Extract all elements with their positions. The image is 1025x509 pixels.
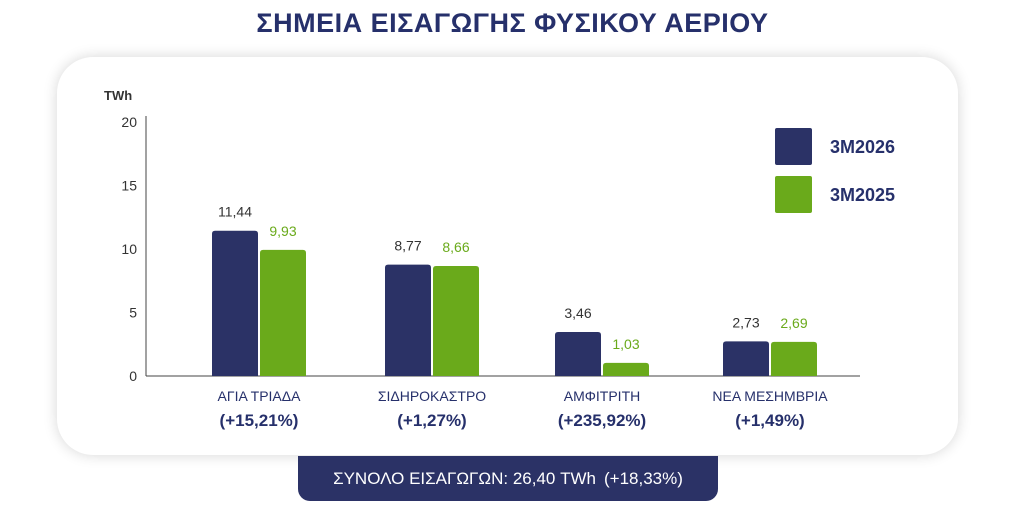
data-label: 2,73	[732, 314, 759, 330]
x-category-change: (+1,49%)	[735, 411, 804, 430]
legend-swatch-3m2026	[775, 128, 812, 165]
bar-3m2026	[555, 332, 601, 376]
total-imports-banner: ΣΥΝΟΛΟ ΕΙΣΑΓΩΓΩΝ: 26,40 TWh (+18,33%)	[298, 456, 718, 501]
bar-3m2026	[212, 230, 258, 376]
x-category-label: ΑΜΦΙΤΡΙΤΗ	[564, 388, 641, 404]
bar-3m2025	[433, 266, 479, 376]
legend-label: 3M2026	[830, 137, 895, 157]
y-tick-label: 0	[129, 368, 137, 384]
data-label: 11,44	[218, 204, 252, 220]
x-category-label: ΑΓΙΑ ΤΡΙΑΔΑ	[218, 388, 302, 404]
data-label: 9,93	[269, 223, 296, 239]
bar-3m2026	[385, 264, 431, 376]
x-category-label: ΣΙΔΗΡΟΚΑΣΤΡΟ	[378, 388, 486, 404]
chart-title: ΣΗΜΕΙΑ ΕΙΣΑΓΩΓΗΣ ΦΥΣΙΚΟΥ ΑΕΡΙΟΥ	[256, 8, 769, 38]
total-imports-label: ΣΥΝΟΛΟ ΕΙΣΑΓΩΓΩΝ: 26,40 TWh	[333, 468, 596, 488]
x-category-change: (+1,27%)	[397, 411, 466, 430]
x-category-change: (+15,21%)	[220, 411, 299, 430]
data-label: 2,69	[780, 315, 807, 331]
bar-3m2025	[771, 341, 817, 376]
total-imports-change: (+18,33%)	[604, 468, 683, 488]
data-label: 8,77	[394, 238, 421, 254]
y-tick-label: 5	[129, 305, 137, 321]
data-label: 3,46	[564, 305, 591, 321]
legend-label: 3M2025	[830, 185, 895, 205]
bar-3m2026	[723, 341, 769, 376]
bar-3m2025	[603, 362, 649, 376]
legend-swatch-3m2025	[775, 176, 812, 213]
bar-3m2025	[260, 249, 306, 376]
y-tick-label: 15	[121, 178, 137, 194]
data-label: 8,66	[442, 239, 469, 255]
y-tick-label: 20	[121, 114, 137, 130]
x-category-change: (+235,92%)	[558, 411, 646, 430]
data-label: 1,03	[612, 336, 639, 352]
y-axis-unit-label: TWh	[104, 88, 132, 103]
y-tick-label: 10	[121, 241, 137, 257]
chart-card	[57, 57, 958, 455]
x-category-label: ΝΕΑ ΜΕΣΗΜΒΡΙΑ	[712, 388, 828, 404]
